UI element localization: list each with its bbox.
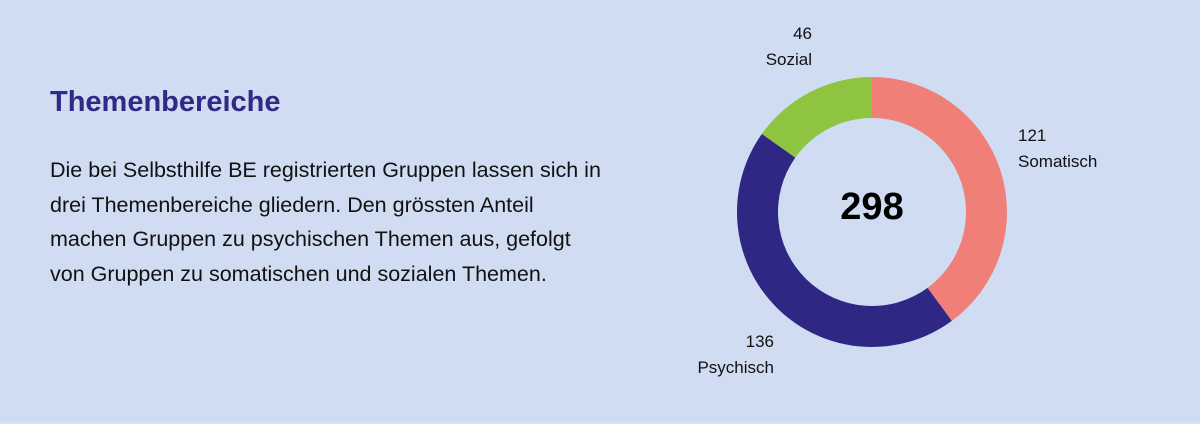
label-psychisch: 136 Psychisch [660,329,774,381]
bottom-divider [0,422,1200,424]
slice-psychisch [737,133,952,347]
label-psychisch-name: Psychisch [697,358,774,377]
label-somatisch: 121 Somatisch [1018,123,1097,175]
donut-total: 298 [840,186,904,228]
label-somatisch-value: 121 [1018,126,1047,145]
label-somatisch-name: Somatisch [1018,152,1098,171]
label-sozial: 46 Sozial [700,21,812,73]
slice-somatisch [872,77,1007,321]
section-description: Die bei Selbsthilfe BE registrierten Gru… [50,158,601,286]
label-sozial-name: Sozial [765,50,812,69]
label-psychisch-value: 136 [745,332,774,351]
slice-sozial [761,77,872,158]
label-sozial-value: 46 [793,24,812,43]
section-title: Themenbereiche [50,86,281,118]
